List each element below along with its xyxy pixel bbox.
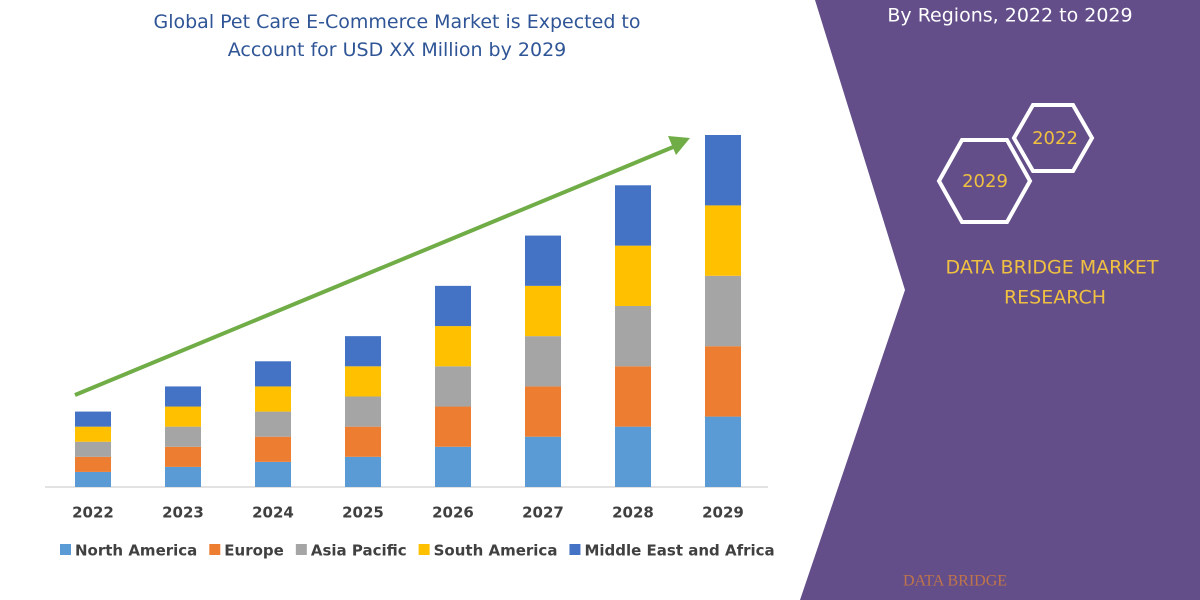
chart-title: Global Pet Care E-Commerce Market is Exp… [153, 11, 641, 61]
bar-segment [435, 326, 471, 367]
bar-segment [255, 386, 291, 412]
bar-segment [345, 396, 381, 427]
bar-segment [165, 406, 201, 427]
legend-swatch [569, 544, 581, 555]
bar-segment [345, 426, 381, 457]
bar-segment [165, 386, 201, 407]
bar-segment [615, 245, 651, 306]
bar-segment [705, 346, 741, 417]
trend-arrow [74, 143, 679, 397]
bar-segment [255, 411, 291, 437]
brand-text: DATA BRIDGE MARKET [946, 257, 1159, 279]
bar-segment [525, 235, 561, 286]
badge: 2022 [1032, 128, 1078, 149]
bar-segment [615, 305, 651, 367]
bar-segment [525, 386, 561, 437]
x-tick-label: 2023 [162, 504, 204, 522]
hexagon [1011, 103, 1095, 173]
bar-segment [165, 466, 201, 487]
legend-label: North America [75, 542, 197, 560]
bar-segment [615, 366, 651, 427]
bar-segment [255, 361, 291, 387]
legend-swatch [60, 544, 71, 555]
bar-segment [435, 406, 471, 447]
bar-segment [165, 426, 201, 447]
bar-segment [75, 411, 111, 427]
legend-swatch [209, 544, 221, 555]
x-tick-label: 2027 [522, 504, 564, 522]
bar-segment [255, 436, 291, 462]
legend-swatch [418, 544, 430, 555]
bar-segment [75, 471, 111, 487]
legend-label: Middle East and Africa [584, 542, 774, 560]
bar-segment [435, 285, 471, 327]
bar-segment [435, 366, 471, 407]
x-tick-label: 2028 [612, 504, 654, 522]
badge: 2029 [962, 171, 1008, 192]
bar-segment [435, 446, 471, 487]
legend-label: Asia Pacific [311, 542, 407, 560]
bar-segment [165, 446, 201, 467]
brand-text: RESEARCH [1004, 287, 1106, 309]
bar-segment [615, 185, 651, 246]
bar-segment [525, 436, 561, 487]
bar-segment [705, 135, 741, 206]
bar-segment [705, 275, 741, 347]
side-panel [800, 0, 1200, 600]
x-tick-label: 2024 [252, 504, 294, 522]
legend-label: South America [434, 542, 558, 560]
hexagon [936, 138, 1033, 224]
bar-segment [75, 441, 111, 457]
logo-text: DATA BRIDGE [903, 573, 1007, 590]
bar-segment [525, 285, 561, 337]
bar-segment [705, 416, 741, 487]
subtitle: By Regions, 2022 to 2029 [887, 5, 1132, 27]
bar-segment [75, 426, 111, 442]
arrow-head [668, 136, 690, 155]
bar-segment [255, 461, 291, 487]
bar-segment [345, 336, 381, 367]
bar-segment [705, 205, 741, 276]
x-tick-label: 2029 [702, 504, 744, 522]
bar-segment [345, 366, 381, 397]
bar-segment [75, 456, 111, 472]
legend-swatch [295, 544, 307, 555]
legend-label: Europe [224, 542, 284, 560]
bar-segment [345, 456, 381, 487]
x-tick-label: 2022 [72, 504, 114, 522]
x-tick-label: 2025 [342, 504, 384, 522]
x-tick-label: 2026 [432, 504, 474, 522]
bar-segment [615, 426, 651, 487]
bar-segment [525, 336, 561, 387]
